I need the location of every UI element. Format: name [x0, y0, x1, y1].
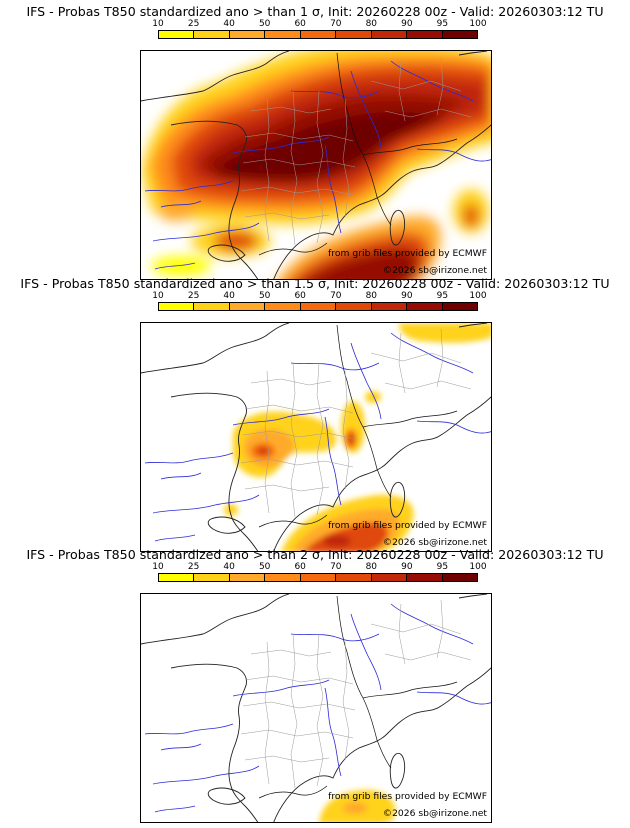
scale-label: 100: [469, 562, 487, 572]
scale-label: 70: [330, 562, 342, 572]
scale-labels: 10 25 40 50 60 70 80 90 95 100: [152, 291, 486, 301]
copyright-credit: ©2026 sb@irizone.net: [382, 537, 487, 548]
probability-field: [319, 790, 396, 822]
scale-cell: [407, 31, 443, 38]
scale-cell: [336, 303, 372, 310]
panel-1-5sigma: IFS - Probas T850 standardized ano > tha…: [0, 276, 630, 552]
map-canvas: [141, 323, 491, 551]
scale-label: 95: [436, 562, 449, 572]
scale-cell: [159, 303, 195, 310]
source-credit: from grib files provided by ECMWF: [328, 520, 487, 531]
scale-label: 50: [258, 19, 271, 29]
copyright-credit: ©2026 sb@irizone.net: [382, 808, 487, 819]
scale-label: 80: [365, 562, 378, 572]
scale-cell: [159, 574, 195, 581]
scale-label: 40: [223, 291, 235, 301]
scale-cell: [442, 574, 477, 581]
color-scale: 10 25 40 50 60 70 80 90 95 100: [152, 291, 487, 313]
scale-label: 50: [258, 562, 271, 572]
scale-cell: [407, 303, 443, 310]
scale-cell: [300, 303, 337, 310]
scale-label: 25: [187, 19, 200, 29]
scale-cell: [300, 31, 337, 38]
panel-2sigma: IFS - Probas T850 standardized ano > tha…: [0, 547, 630, 823]
scale-cell: [371, 31, 408, 38]
scale-label: 25: [187, 291, 200, 301]
scale-label: 90: [401, 562, 413, 572]
source-credit: from grib files provided by ECMWF: [328, 791, 487, 802]
panel-title: IFS - Probas T850 standardized ano > tha…: [20, 276, 610, 291]
color-scale: 10 25 40 50 60 70 80 90 95 100: [152, 562, 487, 584]
scale-label: 80: [365, 19, 378, 29]
scale-label: 80: [365, 291, 378, 301]
scale-label: 40: [223, 562, 235, 572]
scale-label: 70: [330, 19, 342, 29]
scale-cell: [265, 574, 301, 581]
scale-label: 95: [436, 291, 449, 301]
scale-cell: [336, 31, 372, 38]
probability-field: [224, 323, 491, 551]
scale-label: 100: [469, 291, 487, 301]
scale-label: 90: [401, 19, 413, 29]
scale-label: 60: [294, 19, 306, 29]
scale-label: 100: [469, 19, 487, 29]
scale-label: 50: [258, 291, 271, 301]
scale-labels: 10 25 40 50 60 70 80 90 95 100: [152, 562, 486, 572]
scale-cell: [300, 574, 337, 581]
scale-cell: [265, 31, 301, 38]
probability-field: [141, 51, 491, 279]
scale-label: 70: [330, 291, 342, 301]
scale-bar: [158, 573, 478, 582]
scale-label: 25: [187, 562, 200, 572]
probability-map: from grib files provided by ECMWF ©2026 …: [140, 50, 492, 280]
scale-label: 10: [152, 19, 164, 29]
scale-cell: [194, 303, 230, 310]
scale-cell: [442, 303, 477, 310]
map-canvas: [141, 51, 491, 279]
panel-1sigma: IFS - Probas T850 standardized ano > tha…: [0, 4, 630, 280]
scale-labels: 10 25 40 50 60 70 80 90 95 100: [152, 19, 486, 29]
probability-map: from grib files provided by ECMWF ©2026 …: [140, 593, 492, 823]
scale-label: 95: [436, 19, 449, 29]
scale-cell: [159, 31, 195, 38]
scale-cell: [371, 574, 408, 581]
scale-label: 10: [152, 562, 164, 572]
map-canvas: [141, 594, 491, 822]
probability-map: from grib files provided by ECMWF ©2026 …: [140, 322, 492, 552]
scale-cell: [194, 31, 230, 38]
scale-cell: [336, 574, 372, 581]
scale-label: 60: [294, 562, 306, 572]
panel-title: IFS - Probas T850 standardized ano > tha…: [26, 4, 604, 19]
scale-bar: [158, 30, 478, 39]
scale-label: 40: [223, 19, 235, 29]
color-scale: 10 25 40 50 60 70 80 90 95 100: [152, 19, 487, 41]
scale-label: 60: [294, 291, 306, 301]
scale-cell: [229, 303, 266, 310]
scale-label: 10: [152, 291, 164, 301]
scale-bar: [158, 302, 478, 311]
source-credit: from grib files provided by ECMWF: [328, 248, 487, 259]
scale-cell: [229, 31, 266, 38]
scale-cell: [265, 303, 301, 310]
scale-label: 90: [401, 291, 413, 301]
scale-cell: [194, 574, 230, 581]
scale-cell: [229, 574, 266, 581]
panel-title: IFS - Probas T850 standardized ano > tha…: [26, 547, 604, 562]
scale-cell: [442, 31, 477, 38]
copyright-credit: ©2026 sb@irizone.net: [382, 265, 487, 276]
scale-cell: [371, 303, 408, 310]
scale-cell: [407, 574, 443, 581]
